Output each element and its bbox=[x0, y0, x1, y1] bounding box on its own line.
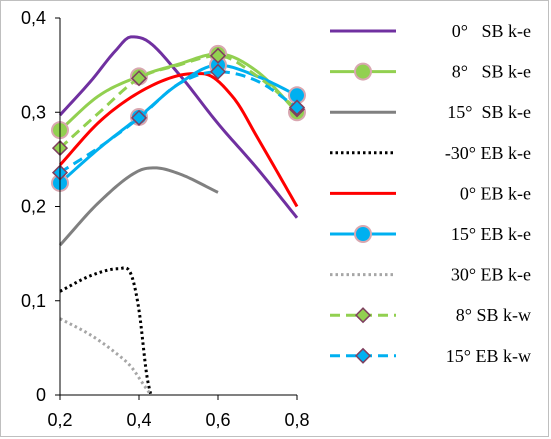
series-9-point-3 bbox=[209, 63, 227, 80]
y-tick-label-3: 0,2 bbox=[21, 197, 46, 217]
legend-item-1-label: 0° SB k-e bbox=[452, 21, 531, 41]
legend-item-7-label: 30° EB k-e bbox=[451, 265, 531, 285]
legend-item-5-label: 0° EB k-e bbox=[460, 183, 531, 203]
legend-item-8-marker bbox=[354, 307, 372, 324]
legend-item-8-label: 8° SB k-w bbox=[456, 305, 531, 325]
series-1-line bbox=[58, 35, 299, 219]
legend-item-9-marker bbox=[354, 347, 372, 364]
series-8-line bbox=[58, 54, 298, 150]
series-9-line bbox=[59, 70, 298, 174]
series-8-point-2 bbox=[130, 70, 148, 87]
y-tick-label-4: 0,3 bbox=[21, 102, 46, 122]
y-tick-label-1: 0 bbox=[36, 385, 46, 405]
series-6-point-4 bbox=[290, 88, 304, 103]
legend-item-9-label: 15° EB k-w bbox=[446, 346, 531, 366]
series-7-line bbox=[59, 317, 153, 396]
y-tick-label-2: 0,1 bbox=[21, 291, 46, 311]
legend: 0° SB k-e 8° SB k-e 15° SB k-e -30° EB k-e 0… bbox=[330, 21, 531, 366]
series-9-point-4 bbox=[288, 99, 306, 116]
x-tick-label-4: 0,8 bbox=[284, 410, 309, 430]
series-8-point-3 bbox=[209, 47, 227, 64]
x-tick-label-1: 0,2 bbox=[47, 410, 72, 430]
x-tick-label-2: 0,4 bbox=[126, 410, 151, 430]
axes: 0 0,1 0,2 0,3 0,4 0,2 0,4 0,6 0,8 bbox=[21, 8, 310, 430]
series-5-line bbox=[58, 72, 299, 208]
legend-item-3-label: 15° SB k-e bbox=[447, 102, 531, 122]
y-tick-label-5: 0,4 bbox=[21, 8, 46, 28]
legend-item-2-label: 8° SB k-e bbox=[452, 62, 531, 82]
x-tick-label-3: 0,6 bbox=[205, 410, 230, 430]
legend-item-2-marker bbox=[356, 64, 370, 79]
legend-item-6-label: 15° EB k-e bbox=[451, 224, 531, 244]
legend-item-6-marker bbox=[356, 227, 370, 241]
series-9-point-2 bbox=[130, 109, 148, 126]
series-3-line bbox=[58, 166, 219, 247]
plot-area bbox=[51, 35, 306, 396]
legend-item-4-label: -30° EB k-e bbox=[445, 143, 531, 163]
series-4-line bbox=[59, 266, 153, 396]
